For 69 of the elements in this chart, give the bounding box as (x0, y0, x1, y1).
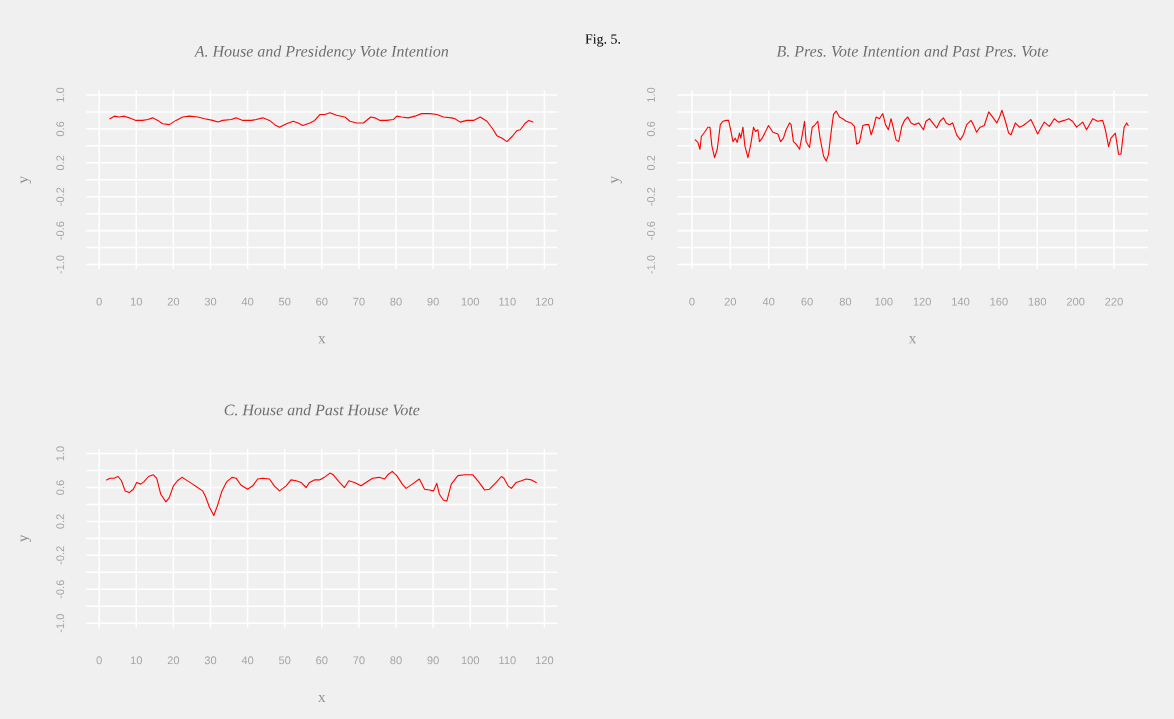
x-axis-title: x (318, 694, 326, 702)
x-tick-label: 140 (952, 297, 970, 306)
y-axis-title: y (20, 175, 32, 184)
y-tick-label: -0.6 (647, 221, 655, 240)
x-tick-label: 40 (762, 297, 775, 306)
y-tick-label: -1.0 (56, 255, 65, 274)
x-tick-label: 70 (353, 297, 365, 306)
x-tick-label: 120 (535, 656, 554, 665)
x-tick-label: 50 (278, 297, 291, 306)
x-tick-label: 100 (875, 297, 893, 306)
x-tick-label: 30 (204, 297, 217, 306)
y-axis-title: y (20, 534, 32, 543)
y-tick-label: 1.0 (56, 87, 65, 102)
x-tick-label: 50 (278, 656, 291, 665)
line-series (694, 109, 1129, 162)
x-tick-label: 80 (390, 656, 402, 665)
x-tick-label: 0 (689, 297, 695, 306)
x-axis-title: x (908, 336, 917, 344)
x-tick-label: 10 (130, 656, 143, 665)
x-tick-label: 60 (316, 297, 328, 306)
y-axis-title: y (611, 175, 622, 184)
x-tick-label: 120 (913, 297, 931, 306)
x-tick-label: 70 (353, 656, 365, 665)
x-tick-label: 20 (167, 656, 180, 665)
x-tick-label: 180 (1028, 297, 1047, 306)
x-axis-title: x (318, 336, 326, 344)
y-tick-label: -1.0 (647, 255, 655, 274)
y-tick-label: -0.2 (56, 187, 65, 206)
y-tick-label: -0.2 (647, 187, 655, 206)
x-tick-label: 20 (724, 297, 737, 306)
x-tick-label: 110 (499, 297, 516, 306)
y-tick-label: 1.0 (647, 87, 655, 102)
y-tick-label: 1.0 (56, 446, 65, 461)
x-tick-label: 120 (535, 297, 554, 306)
y-tick-label: -0.6 (56, 580, 65, 599)
x-tick-label: 80 (839, 297, 852, 306)
caption: Fig. 5. (585, 34, 620, 47)
y-tick-label: 0.6 (56, 480, 65, 495)
x-tick-label: 200 (1066, 297, 1085, 306)
line-series (109, 112, 534, 143)
x-tick-label: 220 (1105, 297, 1123, 306)
line-series (106, 470, 537, 517)
y-tick-label: -0.2 (56, 546, 65, 565)
chart-title: C. House and Past House Vote (224, 404, 420, 416)
x-tick-label: 40 (241, 656, 254, 665)
y-tick-label: -0.6 (56, 221, 65, 240)
y-tick-label: 0.6 (56, 121, 65, 137)
x-tick-label: 10 (130, 297, 143, 306)
x-tick-label: 40 (241, 297, 254, 306)
y-tick-label: 0.2 (647, 155, 655, 171)
x-tick-label: 0 (96, 297, 102, 306)
x-tick-label: 60 (801, 297, 813, 306)
chart-title: B. Pres. Vote Intention and Past Pres. Vote (776, 45, 1049, 57)
chart-title: A. House and Presidency Vote Intention (193, 45, 449, 60)
x-tick-label: 0 (96, 656, 102, 665)
x-tick-label: 90 (427, 297, 439, 306)
y-tick-label: 0.2 (56, 514, 65, 529)
x-tick-label: 80 (390, 297, 402, 306)
y-tick-label: 0.2 (56, 155, 65, 171)
x-tick-label: 30 (204, 656, 217, 665)
y-tick-label: 0.6 (647, 121, 655, 137)
x-tick-label: 60 (316, 656, 328, 665)
x-tick-label: 100 (461, 297, 480, 306)
x-tick-label: 100 (461, 656, 480, 665)
x-tick-label: 110 (499, 656, 516, 665)
x-tick-label: 160 (990, 297, 1008, 306)
y-tick-label: -1.0 (56, 614, 65, 633)
x-tick-label: 20 (167, 297, 180, 306)
x-tick-label: 90 (427, 656, 439, 665)
